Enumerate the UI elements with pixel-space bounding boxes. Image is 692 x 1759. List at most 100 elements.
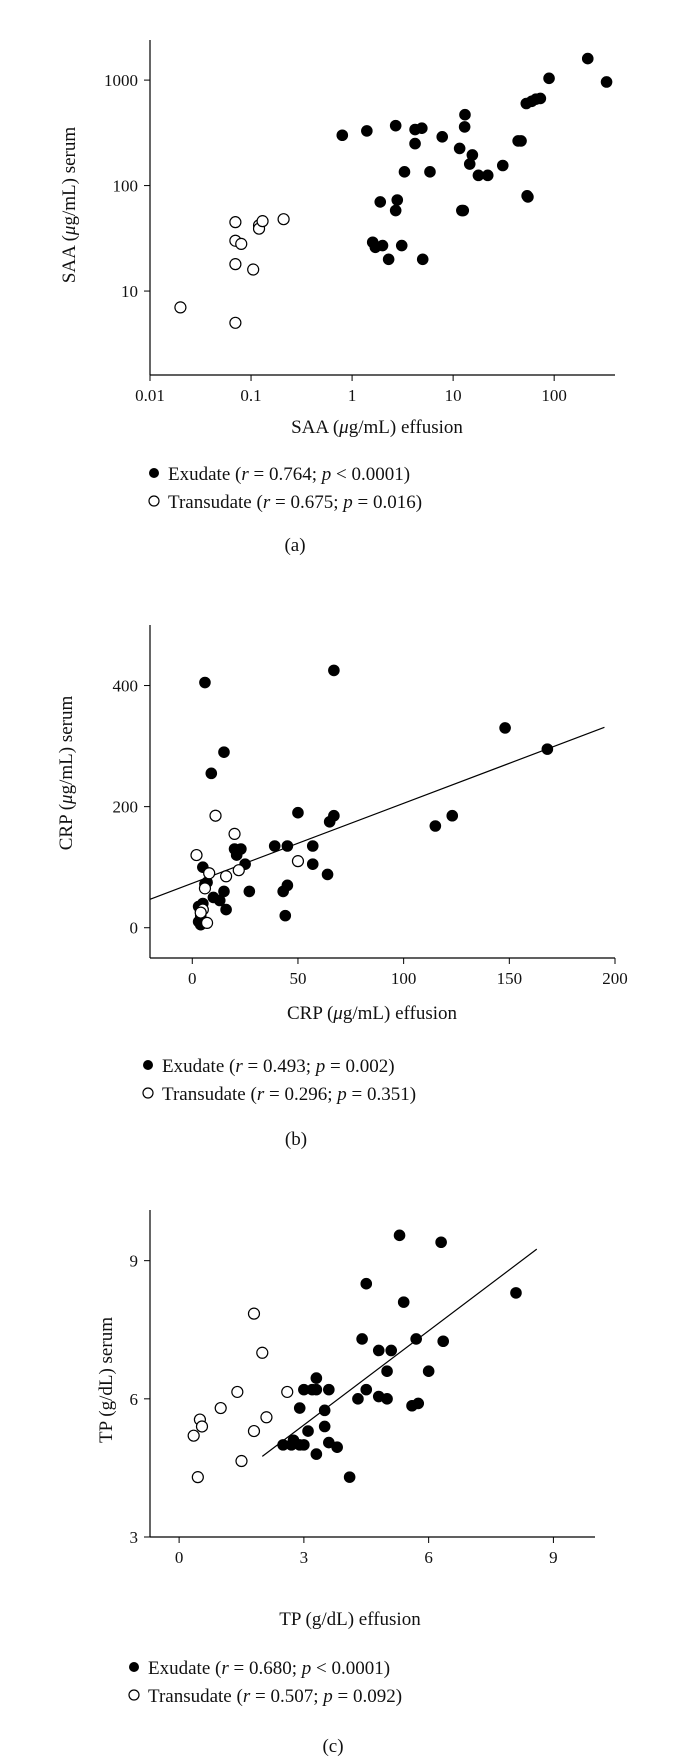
exudate-point <box>481 169 494 182</box>
exudate-point <box>393 1229 406 1242</box>
exudate-point <box>298 1439 310 1451</box>
exudate-point <box>437 1335 450 1348</box>
exudate-point <box>459 108 471 121</box>
x-tick-label: 10 <box>445 386 462 405</box>
exudate-point <box>199 676 211 689</box>
exudate-point <box>230 849 243 861</box>
exudate-point <box>336 129 349 142</box>
transudate-point <box>174 301 187 314</box>
x-tick-label: 0 <box>188 969 197 988</box>
transudate-point <box>281 1385 294 1399</box>
transudate-point <box>229 316 242 329</box>
y-tick-label: 10 <box>121 282 138 301</box>
chart-b-x-axis-label: CRP (μg/mL) effusion <box>287 1003 458 1024</box>
transudate-point <box>228 827 241 840</box>
y-tick-label: 200 <box>113 798 139 817</box>
y-tick-label: 9 <box>130 1252 139 1271</box>
exudate-point <box>292 806 304 819</box>
legend-transudate-c: Transudate (r = 0.507; p = 0.092) <box>148 1686 402 1707</box>
exudate-point <box>397 1296 410 1308</box>
chart-c-y-axis-label: TP (g/dL) serum <box>96 1317 117 1443</box>
legend-exudate-b: Exudate (r = 0.493; p = 0.002) <box>162 1056 395 1077</box>
exudate-point <box>360 1383 373 1396</box>
y-tick-label: 100 <box>113 177 139 196</box>
transudate-point <box>190 848 203 862</box>
transudate-point <box>235 237 248 250</box>
exudate-point <box>422 1365 435 1377</box>
exudate-point <box>381 1365 393 1377</box>
exudate-point <box>543 72 555 85</box>
exudate-point <box>306 858 319 870</box>
exudate-point <box>218 885 230 898</box>
exudate-point <box>581 52 594 65</box>
exudate-point <box>446 809 459 822</box>
x-tick-label: 3 <box>300 1548 309 1567</box>
exudate-point <box>458 121 471 133</box>
y-tick-label: 0 <box>130 919 139 938</box>
transudate-point <box>231 1385 244 1399</box>
transudate-point <box>191 1471 204 1484</box>
legend-exudate-c: Exudate (r = 0.680; p < 0.0001) <box>148 1658 390 1679</box>
exudate-point <box>510 1287 522 1299</box>
exudate-point <box>356 1333 368 1345</box>
exudate-point <box>372 1344 385 1357</box>
legend-transudate-a: Transudate (r = 0.675; p = 0.016) <box>168 492 422 513</box>
chart-b-legend: Exudate (r = 0.493; p = 0.002) Transudat… <box>142 1056 416 1105</box>
exudate-point <box>306 840 319 852</box>
chart-b: 0 50 100 150 200 0 200 400 CRP (μg/mL) serum CR… <box>56 625 628 1150</box>
exudate-point <box>457 204 470 217</box>
x-tick-label: 1 <box>348 386 357 405</box>
transudate-point <box>209 809 222 822</box>
exudate-point <box>328 664 340 677</box>
transudate-point <box>214 1401 227 1415</box>
exudate-point <box>310 1448 323 1460</box>
chart-a-y-axis-label: SAA (μg/mL) serum <box>59 127 80 283</box>
chart-c-axes: 0 3 6 9 3 6 9 <box>130 1210 595 1567</box>
x-tick-label: 200 <box>602 969 628 988</box>
x-tick-label: 9 <box>549 1548 558 1567</box>
chart-a-legend: Exudate (r = 0.764; p < 0.0001) Transuda… <box>148 464 422 513</box>
exudate-point <box>321 868 334 881</box>
exudate-point <box>391 194 404 206</box>
exudate-point <box>205 767 218 780</box>
legend-exudate-marker-c <box>129 1662 139 1672</box>
transudate-point <box>200 916 214 929</box>
exudate-point <box>429 820 442 832</box>
exudate-point <box>323 815 336 828</box>
exudate-point <box>499 722 511 734</box>
regression-line <box>261 1248 538 1457</box>
chart-b-panel-label: (b) <box>285 1129 307 1150</box>
legend-exudate-marker-a <box>149 468 159 478</box>
exudate-point <box>600 76 613 88</box>
exudate-point <box>416 122 428 134</box>
chart-c-plot-points <box>187 1229 538 1484</box>
exudate-point <box>436 131 449 143</box>
chart-c-panel-label: (c) <box>322 1736 343 1757</box>
exudate-point <box>302 1425 314 1437</box>
chart-c-x-axis-label: TP (g/dL) effusion <box>279 1609 421 1630</box>
x-tick-label: 100 <box>541 386 567 405</box>
exudate-point <box>360 1277 373 1290</box>
transudate-point <box>291 855 305 868</box>
exudate-point <box>343 1471 356 1483</box>
transudate-point <box>247 1424 261 1438</box>
exudate-point <box>395 239 408 252</box>
exudate-point <box>374 196 387 208</box>
legend-transudate-b: Transudate (r = 0.296; p = 0.351) <box>162 1084 416 1105</box>
transudate-point <box>203 867 216 880</box>
exudate-point <box>424 166 436 178</box>
exudate-point <box>220 903 232 916</box>
transudate-point <box>256 215 269 228</box>
legend-transudate-marker-a <box>148 495 160 507</box>
legend-exudate-a: Exudate (r = 0.764; p < 0.0001) <box>168 464 410 485</box>
legend-transudate-marker-c <box>128 1689 140 1701</box>
exudate-point <box>410 1333 422 1345</box>
legend-exudate-marker-b <box>143 1060 153 1070</box>
exudate-point <box>376 239 389 252</box>
exudate-point <box>323 1383 335 1396</box>
x-tick-label: 100 <box>391 969 417 988</box>
chart-b-axes: 0 50 100 150 200 0 200 400 <box>113 625 628 988</box>
transudate-point <box>229 258 242 271</box>
x-tick-label: 0.01 <box>135 386 165 405</box>
x-tick-label: 150 <box>497 969 523 988</box>
